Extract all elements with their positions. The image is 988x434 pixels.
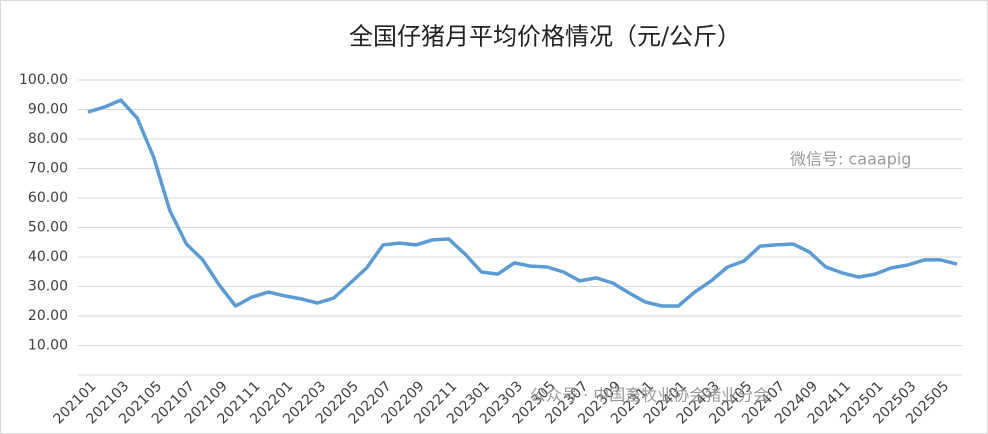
y-tick-label: 80.00 bbox=[28, 131, 68, 147]
y-tick-label: 30.00 bbox=[28, 279, 68, 295]
y-tick-label: 60.00 bbox=[28, 190, 68, 206]
y-tick-label: 100.00 bbox=[19, 72, 68, 88]
y-tick-label: 50.00 bbox=[28, 220, 68, 236]
watermark: 公众号 · 中国畜牧业协会猪业分会 bbox=[530, 386, 769, 405]
watermark: 微信号: caaapig bbox=[790, 150, 911, 169]
y-tick-label: 40.00 bbox=[28, 249, 68, 265]
data-line bbox=[87, 98, 958, 308]
chart-title: 全国仔猪月平均价格情况（元/公斤） bbox=[349, 23, 741, 51]
y-tick-label: 10.00 bbox=[28, 338, 68, 354]
y-tick-label: 90.00 bbox=[28, 102, 68, 118]
y-tick-label: 70.00 bbox=[28, 161, 68, 177]
y-tick-label: 20.00 bbox=[28, 308, 68, 324]
